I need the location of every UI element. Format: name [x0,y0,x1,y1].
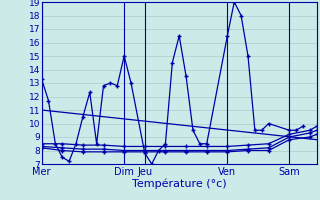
X-axis label: Température (°c): Température (°c) [132,178,227,189]
